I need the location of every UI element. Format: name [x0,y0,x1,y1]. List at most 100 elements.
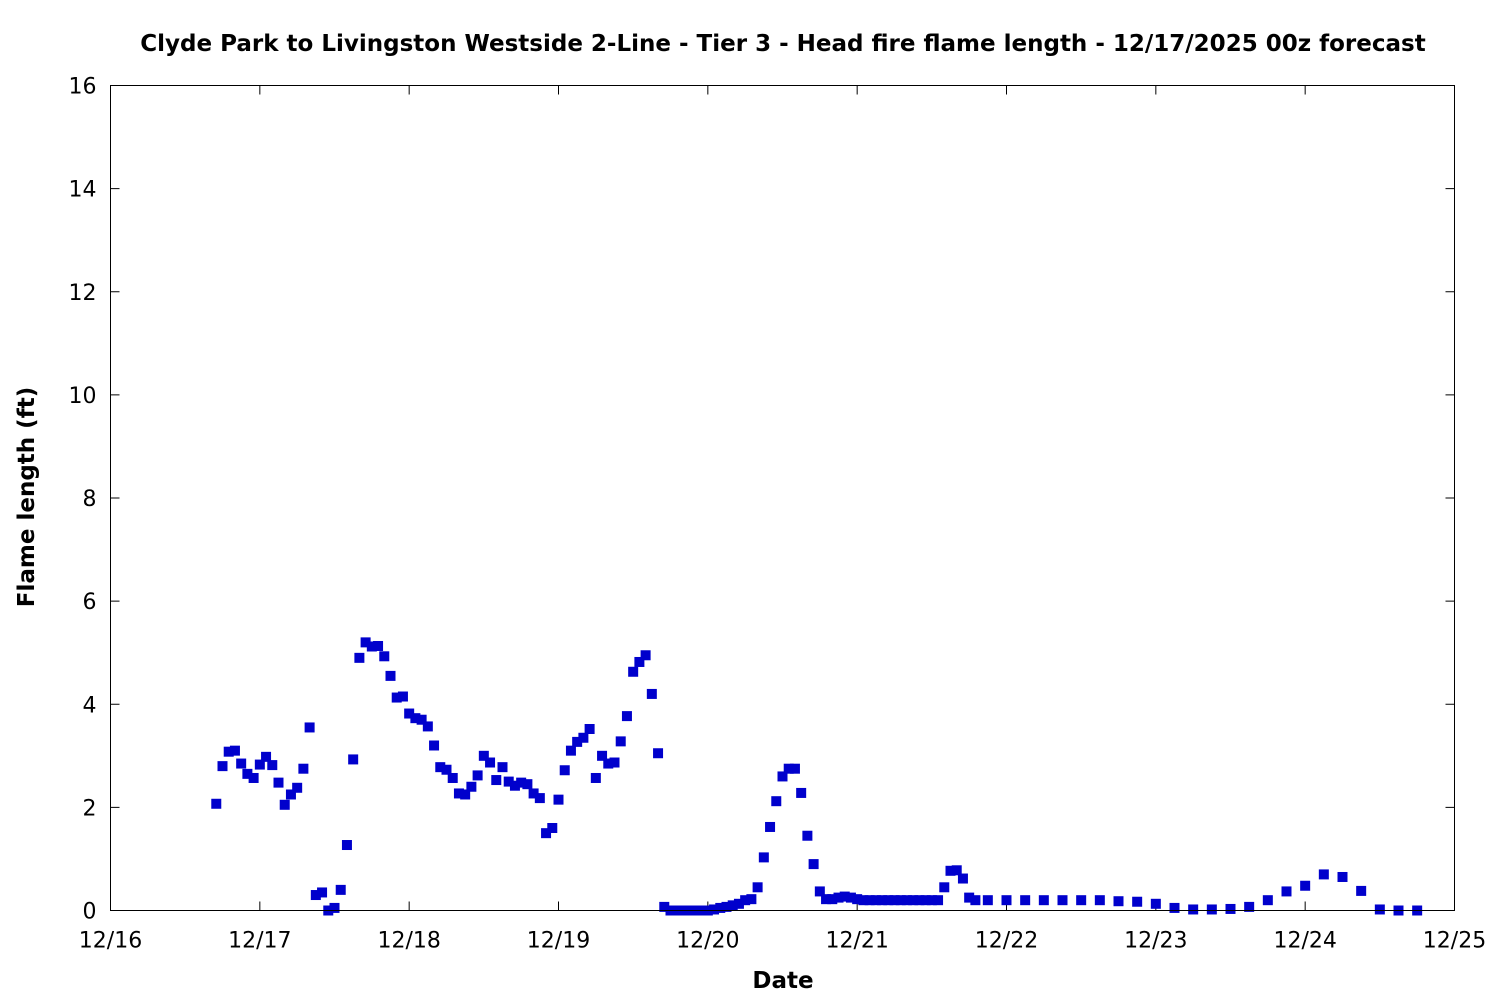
data-point [1188,904,1199,915]
data-point [1300,880,1311,891]
data-point [721,901,732,912]
data-point [429,740,440,751]
data-point [914,895,925,906]
data-point [366,641,377,652]
data-point [765,821,776,832]
data-point [379,651,390,662]
data-point [777,771,788,782]
y-tick-label: 14 [69,178,97,203]
data-point [422,721,433,732]
data-point [1356,885,1367,896]
data-point [211,798,222,809]
data-point [516,777,527,788]
data-point [292,782,303,793]
data-point [908,895,919,906]
data-point [472,770,483,781]
data-point [659,901,670,912]
data-point [852,894,863,905]
data-point [640,650,651,661]
data-point [528,788,539,799]
data-point [578,732,589,743]
data-point [410,713,421,724]
x-tick-label: 12/24 [1273,929,1336,954]
data-point [466,781,477,792]
data-point [491,775,502,786]
plot-frame [110,85,1455,911]
data-point [870,895,881,906]
data-point [628,666,639,677]
data-point [845,892,856,903]
data-point [789,763,800,774]
x-tick-label: 12/20 [676,929,739,954]
data-point [709,904,720,915]
data-point [727,900,738,911]
data-point [279,799,290,810]
data-point [883,895,894,906]
data-point [261,751,272,762]
data-point [901,895,912,906]
data-point [229,745,240,756]
data-point [223,746,234,757]
data-point [553,794,564,805]
data-point [404,708,415,719]
data-point [964,892,975,903]
y-tick-label: 16 [69,75,97,100]
data-point [317,887,328,898]
x-tick-label: 12/21 [825,929,888,954]
x-tick-label: 12/16 [79,929,142,954]
data-point [733,898,744,909]
x-tick-label: 12/19 [527,929,590,954]
data-point [771,796,782,807]
data-point [509,780,520,791]
data-point [217,761,228,772]
data-point [889,895,900,906]
data-point [460,789,471,800]
data-point [329,902,340,913]
data-point [1113,896,1124,907]
data-point [957,873,968,884]
data-point [547,823,558,833]
y-axis-label: Flame length (ft) [14,387,40,607]
data-point [360,637,371,648]
data-point [839,891,850,902]
data-point [453,788,464,799]
x-tick-label: 12/17 [228,929,291,954]
data-point [1020,895,1031,906]
data-point [740,895,751,906]
axis-ticks: 12/16 12/17 12/18 12/19 12/20 12/21 12/22 12/23… [69,75,1487,954]
data-point [485,757,496,768]
data-point [541,828,552,839]
data-point [534,793,545,804]
data-point [242,768,253,779]
data-point [373,640,384,651]
data-point [920,895,931,906]
data-point [821,894,832,905]
data-point [802,830,813,841]
data-point [385,670,396,681]
data-point [1225,903,1236,914]
data-point [895,895,906,906]
x-tick-label: 12/23 [1124,929,1187,954]
data-point [1057,895,1068,906]
data-point [646,688,657,699]
data-point [1281,886,1292,897]
data-point [391,692,402,703]
data-point [435,762,446,773]
data-point [1038,895,1049,906]
data-point [348,754,359,765]
data-point [827,894,838,905]
x-tick-label: 12/25 [1423,929,1486,954]
data-point [1374,904,1385,915]
data-point [1132,896,1143,907]
data-point [951,865,962,876]
data-point [522,779,533,790]
data-point [267,760,278,771]
y-tick-label: 4 [83,693,97,718]
data-point [285,789,296,800]
data-point [970,895,981,906]
x-tick-label: 12/22 [975,929,1038,954]
data-point [609,757,620,768]
data-point [304,722,315,733]
data-point [1169,902,1180,913]
